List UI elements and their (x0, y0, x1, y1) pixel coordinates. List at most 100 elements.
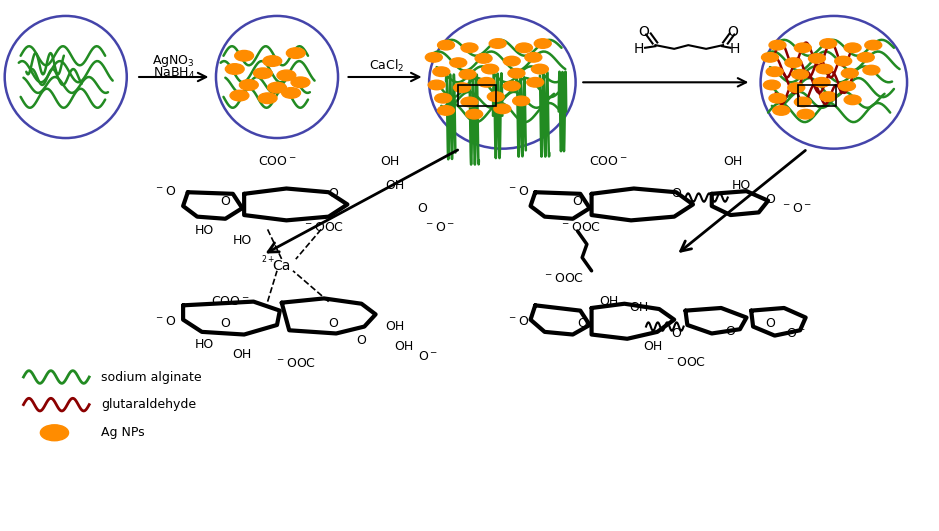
Ellipse shape (216, 16, 338, 138)
Circle shape (792, 70, 808, 79)
Circle shape (435, 93, 452, 103)
Text: HO: HO (195, 225, 214, 237)
Text: OH: OH (643, 340, 662, 353)
Text: AgNO$_3$: AgNO$_3$ (152, 53, 195, 69)
Circle shape (489, 39, 506, 48)
Circle shape (282, 88, 300, 98)
Circle shape (286, 48, 305, 58)
Text: O: O (765, 318, 775, 330)
Circle shape (769, 93, 786, 103)
Circle shape (844, 43, 861, 53)
Circle shape (813, 78, 830, 87)
Circle shape (865, 40, 882, 50)
Circle shape (816, 64, 833, 74)
Text: O: O (671, 187, 681, 200)
Circle shape (239, 80, 258, 90)
Text: $^-$O: $^-$O (507, 315, 530, 328)
Circle shape (508, 68, 525, 78)
Circle shape (291, 77, 310, 88)
Text: COO$^-$: COO$^-$ (257, 156, 297, 168)
Circle shape (40, 425, 69, 441)
Text: OH: OH (233, 348, 252, 361)
Text: $^-$O: $^-$O (154, 315, 177, 328)
Circle shape (527, 78, 544, 87)
Circle shape (475, 54, 492, 63)
Circle shape (839, 81, 855, 91)
Circle shape (459, 70, 476, 79)
Text: $^-$OOC: $^-$OOC (560, 221, 601, 234)
Text: $^-$O: $^-$O (507, 185, 530, 198)
Circle shape (235, 50, 254, 61)
Circle shape (785, 58, 802, 67)
Circle shape (263, 56, 282, 66)
Circle shape (797, 109, 814, 119)
Circle shape (820, 92, 837, 101)
Text: COO$^-$: COO$^-$ (210, 295, 250, 308)
Text: sodium alginate: sodium alginate (101, 371, 202, 383)
Text: $^-$OOC: $^-$OOC (665, 356, 706, 369)
Circle shape (773, 106, 790, 115)
Text: $^-$OOC: $^-$OOC (275, 357, 316, 370)
Text: O: O (727, 25, 738, 39)
Text: OH: OH (385, 320, 404, 333)
Circle shape (487, 92, 504, 101)
Text: O$^-$: O$^-$ (418, 350, 439, 363)
Circle shape (454, 83, 470, 92)
Circle shape (769, 40, 786, 50)
Circle shape (254, 68, 272, 79)
Circle shape (857, 53, 874, 62)
Ellipse shape (5, 16, 127, 138)
Circle shape (258, 93, 277, 104)
Text: HO: HO (732, 179, 751, 192)
Circle shape (844, 95, 861, 105)
Text: O: O (221, 318, 230, 330)
Circle shape (808, 54, 825, 63)
Circle shape (433, 67, 450, 76)
Circle shape (277, 70, 296, 81)
Text: O: O (221, 195, 230, 208)
Circle shape (425, 53, 442, 62)
Circle shape (461, 43, 478, 53)
Text: H: H (730, 42, 741, 56)
Circle shape (794, 97, 811, 107)
Circle shape (534, 39, 551, 48)
Circle shape (513, 96, 530, 106)
Text: O: O (573, 195, 582, 208)
Text: $^-$O$^-$: $^-$O$^-$ (780, 202, 812, 215)
Text: $^-$O: $^-$O (154, 185, 177, 198)
Text: $^-$O$^-$: $^-$O$^-$ (423, 221, 455, 234)
Text: OH: OH (599, 295, 618, 308)
Circle shape (516, 43, 532, 53)
Text: $^-$OOC: $^-$OOC (303, 221, 345, 234)
Circle shape (482, 64, 499, 74)
Circle shape (525, 53, 542, 62)
Circle shape (466, 109, 483, 119)
Ellipse shape (761, 16, 907, 149)
Text: O: O (329, 187, 338, 200)
Text: $^{2+}$: $^{2+}$ (260, 255, 275, 265)
Text: glutaraldehyde: glutaraldehyde (101, 398, 196, 411)
Circle shape (494, 104, 511, 114)
Bar (798, 85, 836, 106)
Text: OH: OH (394, 340, 413, 353)
Text: O: O (577, 318, 587, 330)
Circle shape (788, 83, 805, 92)
Circle shape (863, 65, 880, 75)
Text: OH: OH (385, 179, 404, 192)
Text: CaCl$_2$: CaCl$_2$ (369, 58, 405, 74)
Circle shape (841, 68, 858, 78)
Text: H: H (633, 42, 644, 56)
Circle shape (450, 58, 467, 67)
Text: O$^-$: O$^-$ (786, 327, 807, 340)
Circle shape (835, 56, 852, 66)
Circle shape (225, 64, 244, 74)
Circle shape (478, 78, 495, 87)
Bar (458, 85, 496, 106)
Circle shape (503, 56, 520, 66)
Circle shape (794, 43, 811, 53)
Text: O: O (638, 25, 649, 39)
Text: O: O (671, 327, 681, 340)
Text: O: O (726, 326, 735, 338)
Text: OH: OH (723, 156, 742, 168)
Circle shape (820, 39, 837, 48)
